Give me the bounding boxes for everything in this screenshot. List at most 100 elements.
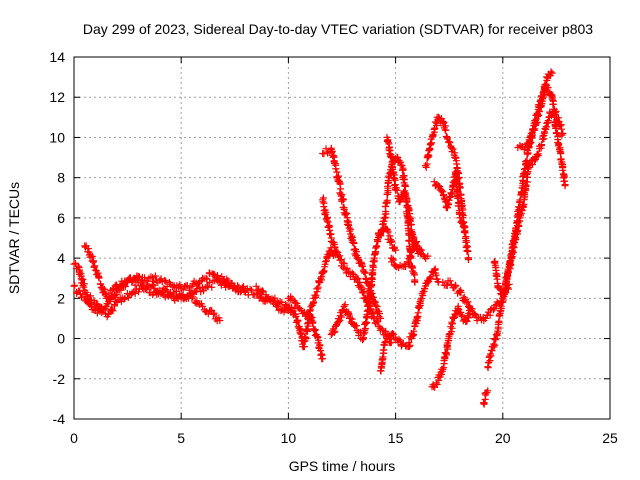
data-point	[442, 126, 450, 134]
data-point	[380, 217, 388, 225]
data-point	[100, 306, 107, 314]
data-point	[422, 163, 430, 171]
data-point	[413, 313, 421, 321]
data-point	[242, 288, 249, 296]
data-point	[340, 196, 347, 204]
data-point	[387, 153, 395, 161]
data-point	[109, 307, 117, 315]
x-axis-label: GPS time / hours	[289, 458, 396, 474]
data-point	[176, 281, 184, 289]
data-point	[310, 294, 318, 302]
x-tick-label: 20	[495, 430, 511, 446]
y-axis-label: SDTVAR / TECUs	[6, 182, 22, 294]
data-point	[530, 126, 538, 133]
data-point	[534, 150, 542, 158]
data-point	[292, 312, 300, 320]
data-point	[350, 239, 358, 247]
y-tick-label: 4	[57, 250, 65, 266]
data-point	[555, 140, 563, 148]
data-point	[319, 198, 327, 206]
data-point	[524, 149, 532, 157]
data-point	[547, 68, 555, 76]
y-tick-label: 8	[57, 170, 65, 186]
data-point	[121, 294, 129, 302]
data-point	[374, 318, 382, 326]
data-point	[447, 328, 455, 336]
data-point	[463, 317, 471, 325]
data-point	[369, 263, 377, 271]
data-point	[151, 272, 159, 280]
y-tick-label: 10	[49, 129, 65, 145]
data-point	[492, 272, 500, 280]
data-point	[398, 341, 406, 349]
data-point	[271, 294, 279, 302]
data-point	[538, 141, 545, 149]
data-point	[423, 160, 431, 168]
data-point	[333, 173, 341, 181]
data-point	[426, 274, 434, 282]
data-point	[189, 293, 197, 301]
data-point	[116, 282, 124, 290]
data-point	[549, 100, 557, 108]
data-point	[363, 314, 371, 322]
data-point	[440, 191, 448, 199]
data-point	[528, 134, 536, 142]
data-point	[262, 291, 270, 299]
data-point	[86, 292, 94, 300]
data-point	[450, 314, 457, 322]
data-point	[388, 329, 396, 337]
data-point	[95, 274, 103, 282]
data-point	[443, 282, 451, 289]
data-point	[409, 234, 417, 242]
data-point	[230, 282, 238, 290]
data-point	[405, 343, 413, 350]
data-point	[83, 291, 91, 299]
data-point	[561, 182, 569, 190]
data-point	[452, 157, 460, 165]
data-point	[161, 276, 169, 284]
data-point	[406, 341, 414, 349]
data-point	[340, 260, 348, 268]
data-point	[548, 69, 556, 77]
data-point	[223, 278, 231, 286]
data-point	[486, 357, 494, 365]
data-point	[365, 302, 373, 310]
data-point	[360, 334, 367, 342]
data-point	[246, 285, 254, 293]
data-point	[294, 317, 302, 324]
data-point	[204, 283, 212, 290]
data-point	[373, 317, 381, 325]
data-point	[108, 306, 116, 314]
data-point	[377, 227, 385, 235]
data-point	[512, 236, 520, 244]
data-point	[393, 186, 401, 194]
data-point	[119, 280, 127, 288]
y-tick-label: 0	[57, 331, 65, 347]
data-point	[339, 195, 347, 203]
data-point	[403, 198, 411, 206]
data-point	[410, 327, 418, 335]
data-point	[440, 194, 448, 202]
data-point	[278, 298, 286, 306]
data-point	[321, 258, 329, 266]
data-point	[317, 274, 325, 282]
data-point	[493, 331, 501, 339]
data-point	[373, 243, 380, 251]
data-point	[427, 273, 435, 281]
data-point	[557, 155, 565, 163]
data-point	[320, 150, 328, 158]
data-point	[401, 190, 409, 198]
data-point	[275, 299, 283, 307]
data-point	[515, 217, 523, 225]
data-point	[359, 289, 367, 297]
data-point	[432, 271, 440, 279]
data-point	[91, 262, 99, 270]
y-tick-label: 14	[49, 49, 65, 65]
data-point	[162, 286, 170, 294]
data-point	[206, 278, 214, 286]
data-point	[80, 283, 88, 291]
data-point	[315, 336, 323, 344]
data-point	[397, 196, 405, 204]
data-point	[463, 299, 471, 307]
